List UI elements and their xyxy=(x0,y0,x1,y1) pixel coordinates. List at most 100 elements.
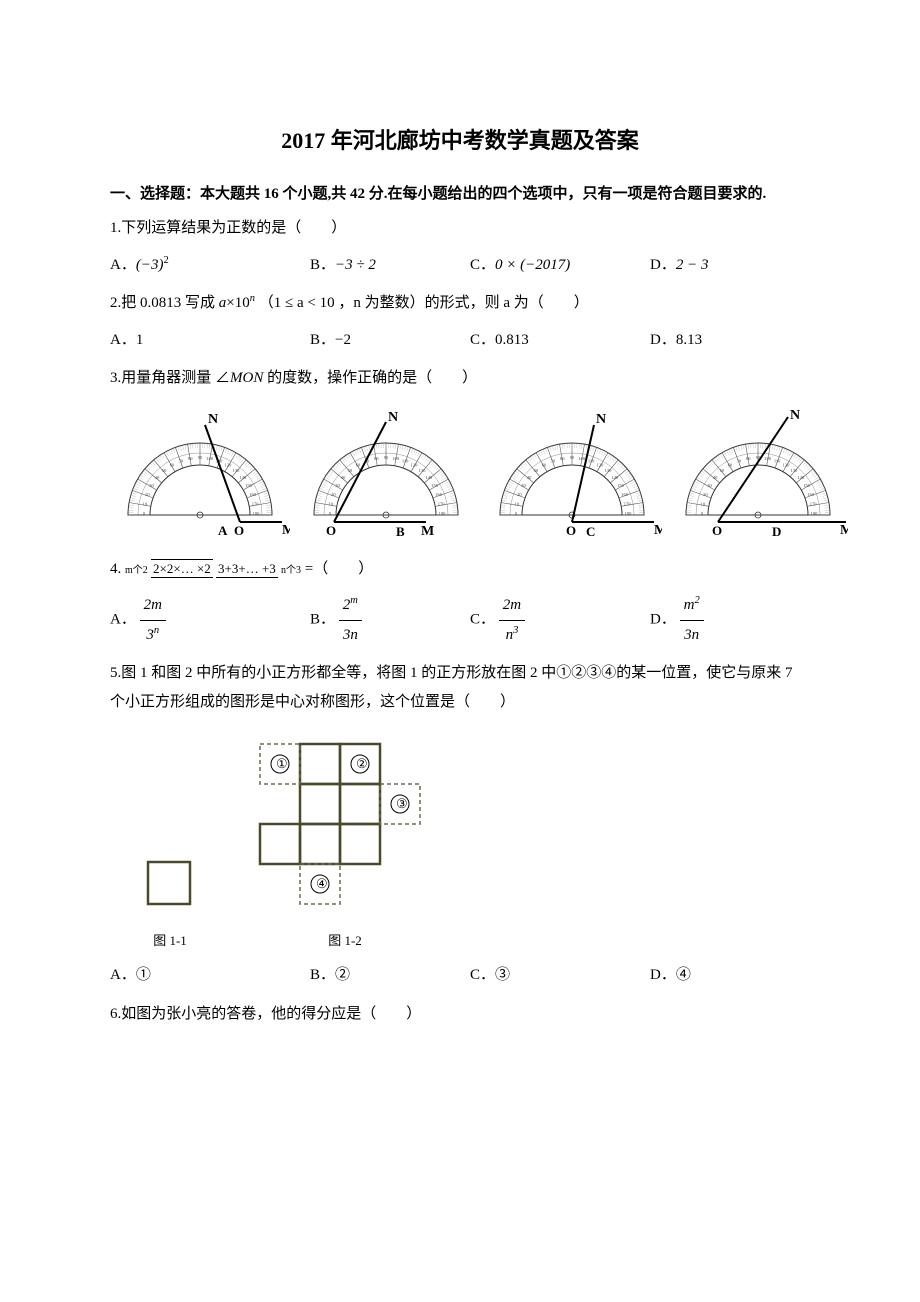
svg-text:40: 40 xyxy=(155,475,160,480)
svg-text:O: O xyxy=(326,523,336,537)
q2-opt-b: B．−2 xyxy=(310,326,470,355)
q4-opt-d: D． m23n xyxy=(650,591,790,649)
q1-opt-c: C．0 × (−2017) xyxy=(470,251,650,280)
svg-text:B: B xyxy=(396,524,405,537)
svg-text:20: 20 xyxy=(703,492,708,497)
svg-text:150: 150 xyxy=(431,483,439,488)
q6-text: 6.如图为张小亮的答卷，他的得分应是（ ） xyxy=(110,1000,810,1029)
svg-text:O: O xyxy=(566,523,576,537)
svg-text:70: 70 xyxy=(737,458,742,463)
q5-opt-b: B．② xyxy=(310,961,470,990)
svg-text:M: M xyxy=(282,523,290,537)
svg-text:80: 80 xyxy=(746,456,751,461)
svg-text:20: 20 xyxy=(145,492,150,497)
svg-text:160: 160 xyxy=(621,492,629,497)
q4-text: 4. m个2 2×2×… ×2 3+3+… +3 n个3 =（ ） xyxy=(110,555,810,584)
svg-text:180: 180 xyxy=(625,511,633,516)
svg-text:130: 130 xyxy=(605,468,613,473)
q1-opt-a: A．(−3)2 xyxy=(110,251,310,280)
svg-text:60: 60 xyxy=(542,462,547,467)
svg-text:160: 160 xyxy=(807,492,815,497)
svg-text:70: 70 xyxy=(179,458,184,463)
figure-5-1: 图 1-1 xyxy=(140,854,200,953)
svg-text:80: 80 xyxy=(188,456,193,461)
svg-text:100: 100 xyxy=(206,456,214,461)
svg-text:O: O xyxy=(234,523,244,537)
svg-text:10: 10 xyxy=(515,501,520,506)
svg-text:120: 120 xyxy=(783,462,791,467)
svg-text:30: 30 xyxy=(335,483,340,488)
svg-text:110: 110 xyxy=(588,458,595,463)
q4-options: A． 2m3n B． 2m3n C． 2mn3 D． m23n xyxy=(110,591,810,649)
svg-text:40: 40 xyxy=(527,475,532,480)
svg-text:170: 170 xyxy=(438,501,446,506)
svg-text:O: O xyxy=(712,523,722,537)
page-title: 2017 年河北廊坊中考数学真题及答案 xyxy=(110,120,810,162)
svg-text:90: 90 xyxy=(384,455,389,460)
svg-text:170: 170 xyxy=(252,501,260,506)
q5-text: 5.图 1 和图 2 中所有的小正方形都全等，将图 1 的正方形放在图 2 中①… xyxy=(110,659,810,716)
svg-text:100: 100 xyxy=(578,456,586,461)
svg-text:10: 10 xyxy=(329,501,334,506)
svg-text:80: 80 xyxy=(374,456,379,461)
q1-text: 1.下列运算结果为正数的是（ ） xyxy=(110,214,810,243)
svg-text:M: M xyxy=(654,523,662,537)
q4-opt-c: C． 2mn3 xyxy=(470,591,650,649)
q2-text: 2.把 0.0813 写成 a×10n （1 ≤ a < 10 ，n 为整数）的… xyxy=(110,289,810,318)
svg-text:160: 160 xyxy=(249,492,257,497)
svg-text:20: 20 xyxy=(517,492,522,497)
svg-text:30: 30 xyxy=(149,483,154,488)
fig5-1-caption: 图 1-1 xyxy=(140,929,200,954)
q4-opt-a: A． 2m3n xyxy=(110,591,310,649)
svg-text:170: 170 xyxy=(624,501,632,506)
svg-text:N: N xyxy=(208,412,218,427)
svg-text:50: 50 xyxy=(534,468,539,473)
svg-text:120: 120 xyxy=(411,462,419,467)
svg-text:10: 10 xyxy=(143,501,148,506)
q2-opt-c: C．0.813 xyxy=(470,326,650,355)
q1-options: A．(−3)2 B．−3 ÷ 2 C．0 × (−2017) D．2 − 3 xyxy=(110,251,810,280)
svg-text:140: 140 xyxy=(798,475,806,480)
protractor-row: 0102030405060708090100110120130140150160… xyxy=(110,407,810,537)
svg-text:30: 30 xyxy=(521,483,526,488)
svg-text:120: 120 xyxy=(225,462,233,467)
svg-text:40: 40 xyxy=(713,475,718,480)
svg-text:180: 180 xyxy=(811,511,819,516)
svg-text:M: M xyxy=(421,524,434,537)
protractor-c: 0102030405060708090100110120130140150160… xyxy=(482,407,662,537)
figure-5-2: ① ② ③ ④ 图 1-2 xyxy=(250,734,440,953)
svg-text:50: 50 xyxy=(162,468,167,473)
q1-opt-b: B．−3 ÷ 2 xyxy=(310,251,470,280)
svg-text:60: 60 xyxy=(170,462,175,467)
svg-text:50: 50 xyxy=(348,468,353,473)
svg-text:110: 110 xyxy=(774,458,781,463)
protractor-a: 0102030405060708090100110120130140150160… xyxy=(110,407,290,537)
svg-text:150: 150 xyxy=(617,483,625,488)
q4-opt-b: B． 2m3n xyxy=(310,591,470,649)
svg-text:③: ③ xyxy=(396,796,408,811)
section-header: 一、选择题：本大题共 16 个小题,共 42 分.在每小题给出的四个选项中，只有… xyxy=(110,180,810,209)
svg-text:①: ① xyxy=(276,756,288,771)
svg-text:N: N xyxy=(596,412,606,427)
q2-opt-a: A．1 xyxy=(110,326,310,355)
svg-text:130: 130 xyxy=(419,468,427,473)
q2-opt-d: D．8.13 xyxy=(650,326,790,355)
protractor-b: 0102030405060708090100110120130140150160… xyxy=(296,407,476,537)
svg-text:70: 70 xyxy=(551,458,556,463)
svg-text:150: 150 xyxy=(245,483,253,488)
q2-options: A．1 B．−2 C．0.813 D．8.13 xyxy=(110,326,810,355)
svg-text:180: 180 xyxy=(439,511,447,516)
svg-text:A: A xyxy=(218,523,228,537)
protractor-d: 0102030405060708090100110120130140150160… xyxy=(668,407,848,537)
svg-text:80: 80 xyxy=(560,456,565,461)
svg-text:130: 130 xyxy=(233,468,241,473)
q5-opt-d: D．④ xyxy=(650,961,790,990)
svg-text:140: 140 xyxy=(612,475,620,480)
svg-text:C: C xyxy=(586,524,595,537)
svg-text:20: 20 xyxy=(331,492,336,497)
svg-text:N: N xyxy=(790,408,800,423)
svg-text:M: M xyxy=(840,523,848,537)
q5-opt-c: C．③ xyxy=(470,961,650,990)
svg-text:140: 140 xyxy=(426,475,434,480)
q5-options: A．① B．② C．③ D．④ xyxy=(110,961,810,990)
